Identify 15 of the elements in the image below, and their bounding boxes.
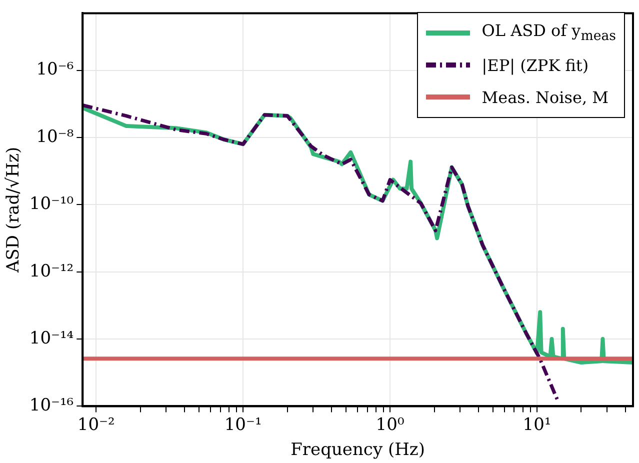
y-tick-label: 10⁻¹⁰: [29, 194, 74, 214]
x-tick-label: 10⁻¹: [224, 414, 262, 435]
x-tick-label: 10¹: [522, 414, 552, 435]
y-axis-title: ASD (rad/√Hz): [4, 146, 24, 274]
legend-label: Meas. Noise, M: [482, 88, 609, 106]
y-tick-label: 10⁻¹²: [29, 261, 74, 282]
y-tick-label: 10⁻¹⁶: [29, 396, 74, 416]
legend-label: |EP| (ZPK fit): [482, 56, 589, 74]
y-tick-label: 10⁻⁸: [36, 126, 74, 147]
x-tick-label: 10⁻²: [77, 414, 115, 435]
x-axis-title: Frequency (Hz): [290, 440, 426, 460]
x-tick-label: 10⁰: [376, 414, 404, 435]
y-tick-label: 10⁻⁶: [36, 60, 74, 80]
y-tick-label: 10⁻¹⁴: [29, 328, 74, 348]
legend-label: OL ASD of y$_{meas}$: [482, 21, 616, 45]
